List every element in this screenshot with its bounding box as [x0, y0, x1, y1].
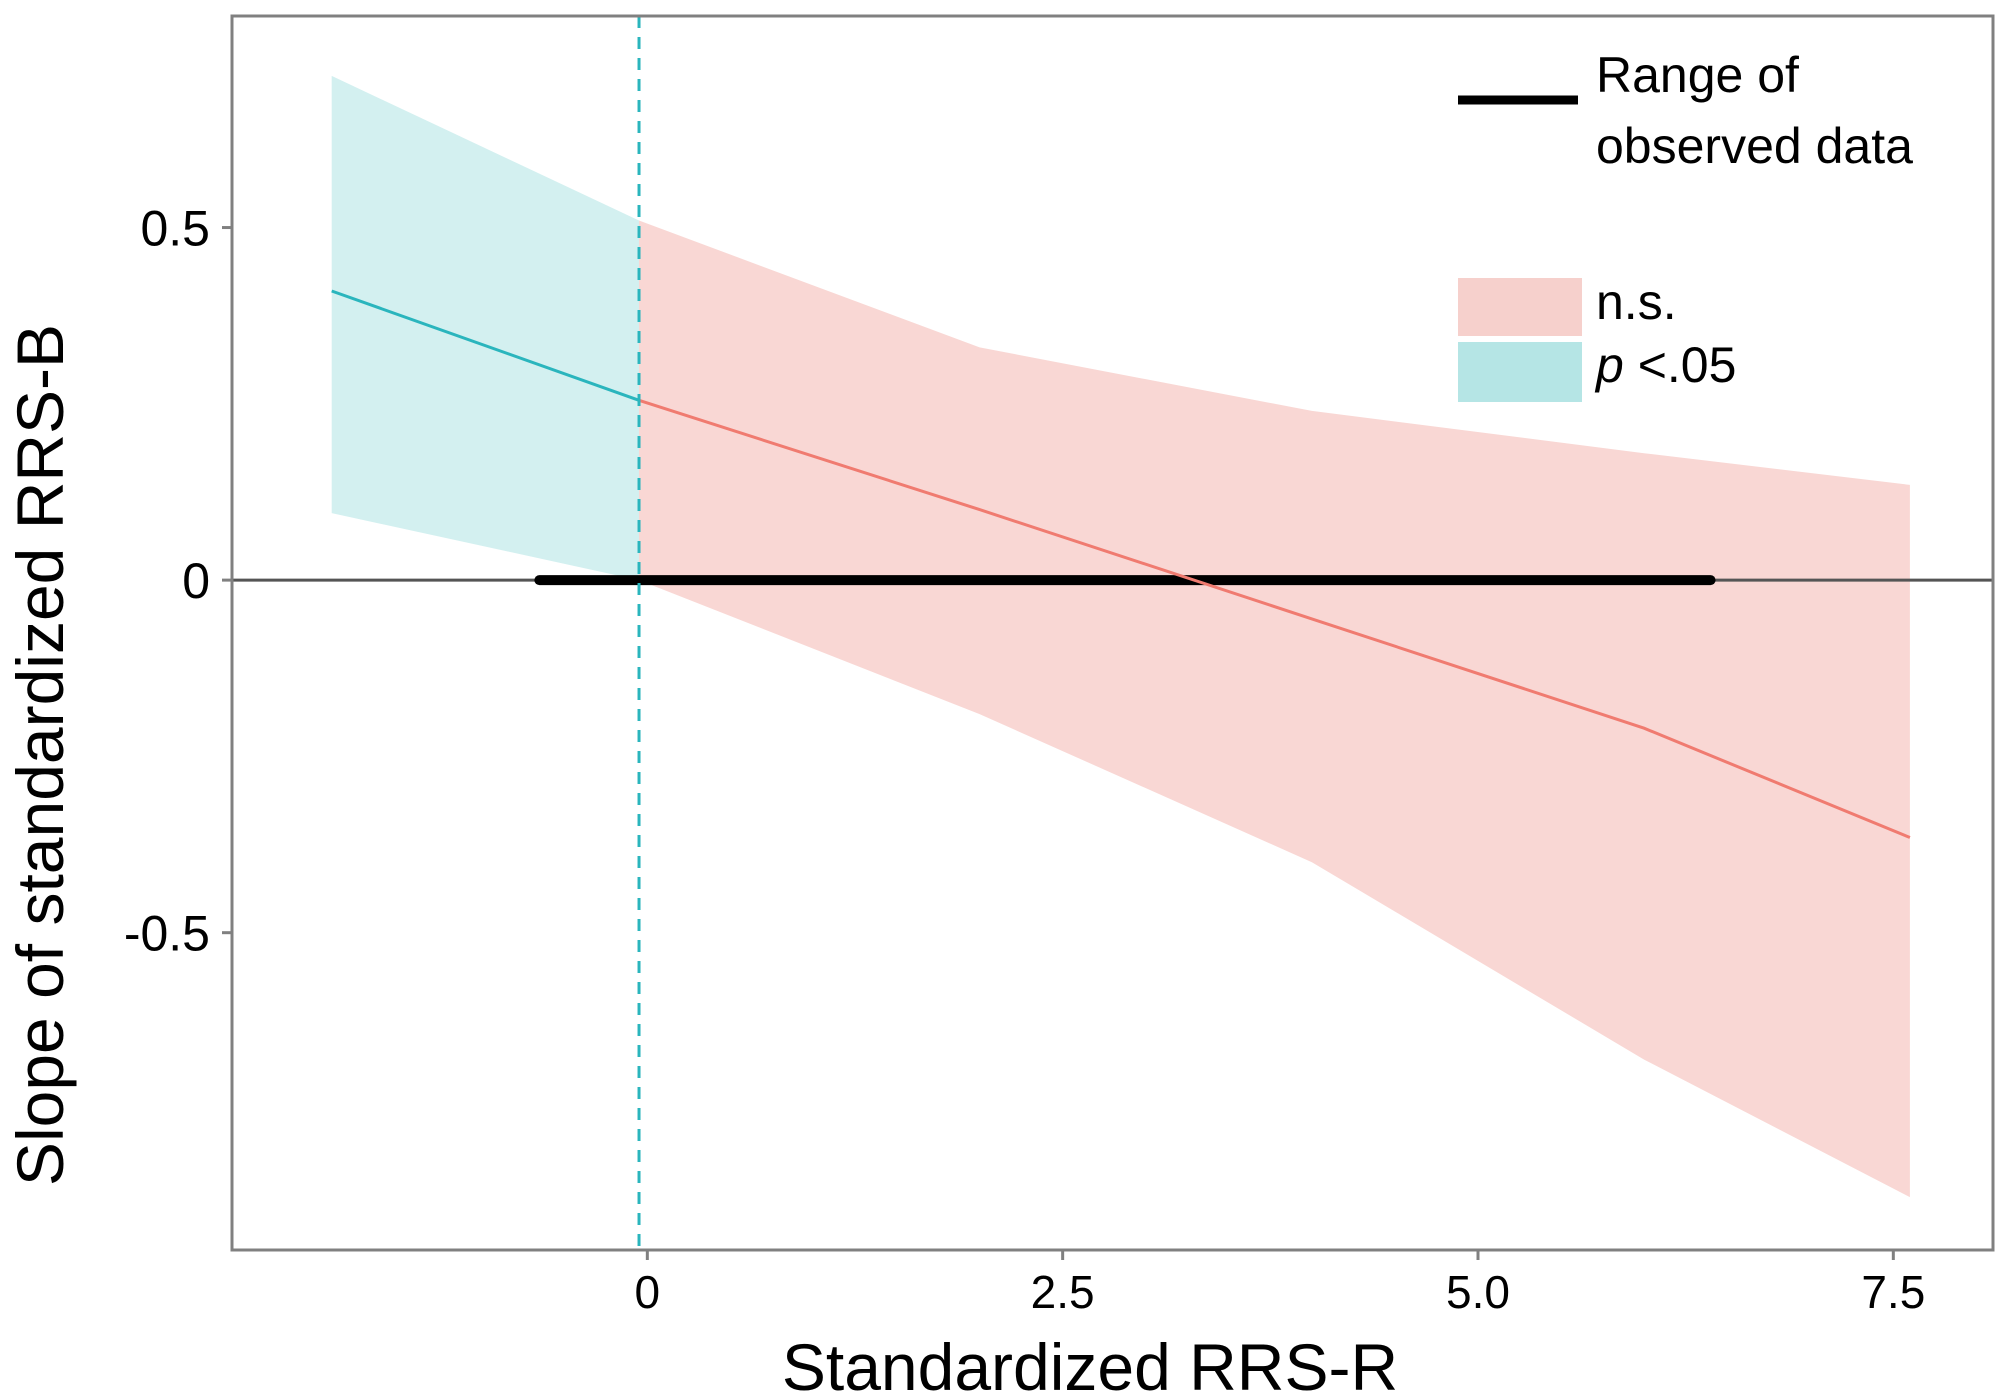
- legend-ns-swatch: [1458, 278, 1582, 336]
- x-tick-label: 5.0: [1446, 1266, 1510, 1318]
- legend-sig-swatch: [1458, 342, 1582, 402]
- slope-lines: [331, 289, 1911, 839]
- x-tick-label: 0: [635, 1266, 661, 1318]
- y-tick-label: -0.5: [124, 906, 210, 962]
- ci-band-sig: [331, 75, 639, 581]
- series-line-sig: [331, 289, 640, 402]
- legend-sig-rest: <.05: [1624, 337, 1737, 393]
- ci-band-ns: [639, 220, 1910, 1198]
- y-tick-label: 0.5: [140, 201, 210, 257]
- series-line-ns: [638, 398, 1911, 839]
- plot-frame: [230, 14, 1995, 1252]
- legend-range-label-line2: observed data: [1596, 118, 1913, 174]
- legend-sig-italic: p: [1594, 337, 1624, 393]
- legend: Range of observed data n.s. p <.05: [1458, 47, 1913, 402]
- legend-range-label-line1: Range of: [1596, 47, 1799, 103]
- legend-sig-label: p <.05: [1594, 337, 1736, 393]
- confidence-bands: [331, 75, 1910, 1198]
- axis-ticks: 0 2.5 5.0 7.5 0.5 0 -0.5: [124, 201, 1925, 1318]
- x-tick-label: 2.5: [1031, 1266, 1095, 1318]
- legend-ns-label: n.s.: [1596, 274, 1677, 330]
- y-tick-label: 0: [182, 553, 210, 609]
- x-axis-title: Standardized RRS-R: [782, 1330, 1398, 1398]
- y-axis-title: Slope of standardized RRS-B: [3, 324, 77, 1186]
- x-tick-label: 7.5: [1861, 1266, 1925, 1318]
